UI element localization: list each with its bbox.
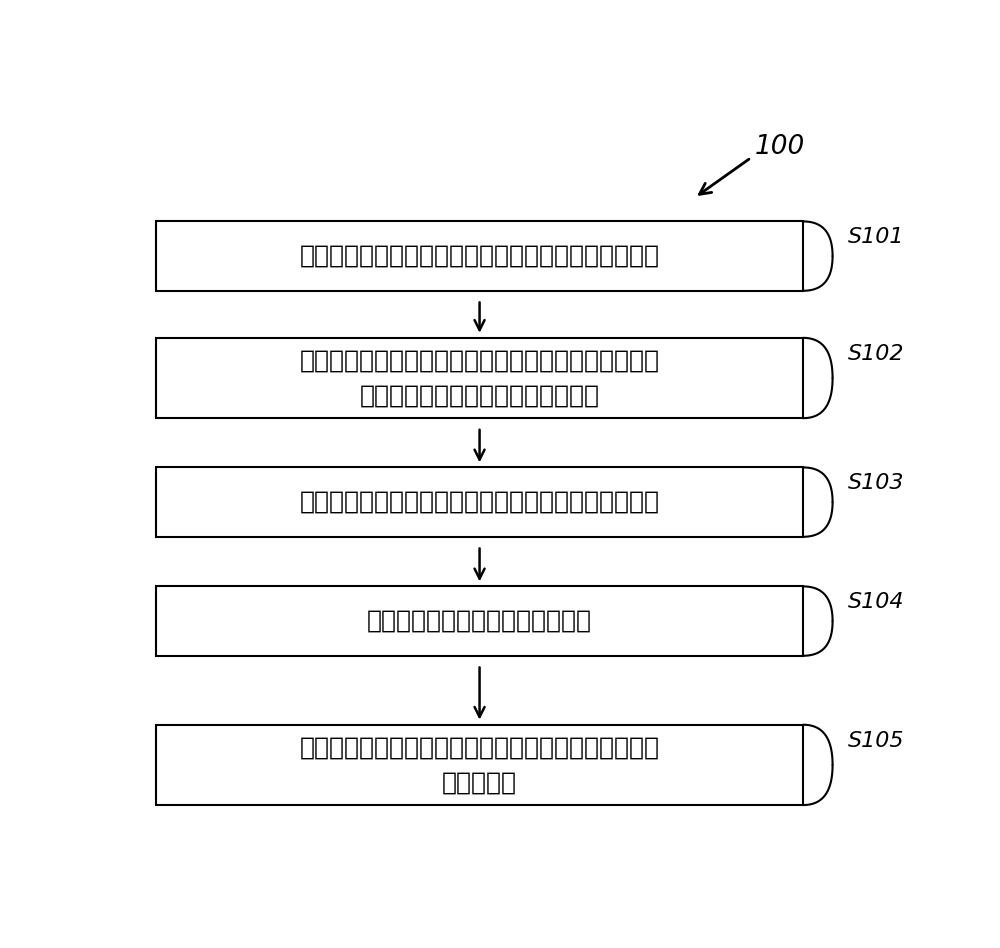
Bar	[156, 724, 803, 805]
Bar	[156, 467, 803, 537]
Text: S105: S105	[848, 731, 905, 751]
Text: S101: S101	[848, 228, 905, 247]
Text: 基于待检芯片图像和模板芯片图像将待检测区域变换至
待检芯片图像上，得到目标检测图像: 基于待检芯片图像和模板芯片图像将待检测区域变换至 待检芯片图像上，得到目标检测图…	[300, 348, 660, 408]
Bar	[156, 587, 803, 656]
Text: S102: S102	[848, 344, 905, 364]
Text: 基于待检测区域在目标检测图像提取得到待检特征图像: 基于待检测区域在目标检测图像提取得到待检特征图像	[300, 490, 660, 514]
Text: 基于待检测区域确定待检缺陷类型: 基于待检测区域确定待检缺陷类型	[367, 609, 592, 633]
Text: 基于待检缺陷类型对应的检测策略在待检特征图像中确
定缺陷位置: 基于待检缺陷类型对应的检测策略在待检特征图像中确 定缺陷位置	[300, 736, 660, 794]
Text: 100: 100	[755, 134, 805, 159]
Text: 在预设模板芯片中设定待检测区域，得到模板芯片图像: 在预设模板芯片中设定待检测区域，得到模板芯片图像	[300, 244, 660, 268]
Text: S103: S103	[848, 473, 905, 493]
Bar	[156, 337, 803, 418]
Bar	[156, 222, 803, 291]
Text: S104: S104	[848, 592, 905, 612]
